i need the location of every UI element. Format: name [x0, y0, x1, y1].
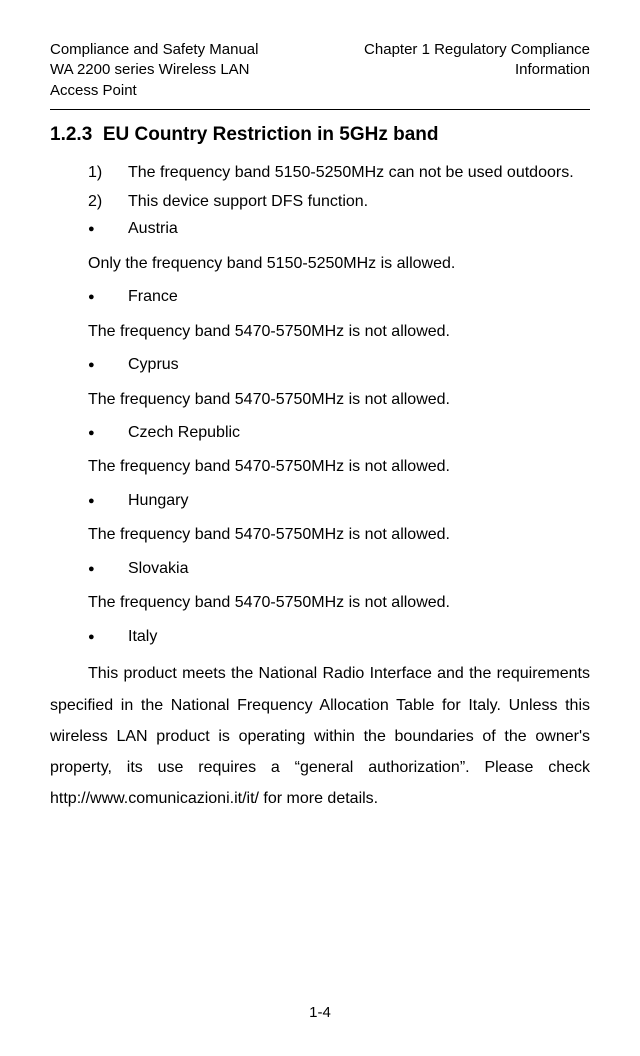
item-text: This device support DFS function.: [128, 190, 368, 214]
cyprus-text: The frequency band 5470-5750MHz is not a…: [88, 387, 590, 413]
bullet-icon: ●: [88, 222, 128, 237]
header-divider: [50, 109, 590, 110]
country-name: Czech Republic: [128, 422, 240, 444]
header-left: Compliance and Safety Manual WA 2200 ser…: [50, 40, 258, 101]
country-name: France: [128, 286, 178, 308]
country-name: Italy: [128, 626, 157, 648]
header-right: Chapter 1 Regulatory Compliance Informat…: [364, 40, 590, 81]
italy-text: This product meets the National Radio In…: [50, 658, 590, 814]
france-text: The frequency band 5470-5750MHz is not a…: [88, 319, 590, 345]
bullet-austria: ● Austria: [88, 218, 590, 240]
section-number: 1.2.3: [50, 124, 92, 145]
item-text: The frequency band 5150-5250MHz can not …: [128, 160, 590, 186]
bullet-czech: ● Czech Republic: [88, 422, 590, 444]
bullet-icon: ●: [88, 426, 128, 441]
page-number: 1-4: [0, 1004, 640, 1021]
section-title-text: EU Country Restriction in 5GHz band: [103, 124, 439, 145]
country-name: Cyprus: [128, 354, 179, 376]
item-number: 1): [88, 160, 128, 186]
country-name: Austria: [128, 218, 178, 240]
czech-text: The frequency band 5470-5750MHz is not a…: [88, 454, 590, 480]
bullet-italy: ● Italy: [88, 626, 590, 648]
header-product-line2: Access Point: [50, 81, 258, 101]
bullet-icon: ●: [88, 358, 128, 373]
bullet-icon: ●: [88, 290, 128, 305]
country-name: Slovakia: [128, 558, 188, 580]
bullet-icon: ●: [88, 494, 128, 509]
numbered-item-2: 2) This device support DFS function.: [88, 190, 590, 214]
header-product-line1: WA 2200 series Wireless LAN: [50, 60, 258, 80]
bullet-icon: ●: [88, 630, 128, 645]
austria-text: Only the frequency band 5150-5250MHz is …: [88, 251, 590, 277]
section-heading: 1.2.3 EU Country Restriction in 5GHz ban…: [50, 124, 590, 146]
bullet-hungary: ● Hungary: [88, 490, 590, 512]
header-chapter: Chapter 1 Regulatory Compliance: [364, 40, 590, 60]
bullet-cyprus: ● Cyprus: [88, 354, 590, 376]
bullet-icon: ●: [88, 562, 128, 577]
country-name: Hungary: [128, 490, 188, 512]
hungary-text: The frequency band 5470-5750MHz is not a…: [88, 522, 590, 548]
header-manual-title: Compliance and Safety Manual: [50, 40, 258, 60]
item-number: 2): [88, 190, 128, 214]
slovakia-text: The frequency band 5470-5750MHz is not a…: [88, 590, 590, 616]
numbered-item-1: 1) The frequency band 5150-5250MHz can n…: [88, 160, 590, 186]
bullet-france: ● France: [88, 286, 590, 308]
header-chapter-sub: Information: [364, 60, 590, 80]
page-header: Compliance and Safety Manual WA 2200 ser…: [50, 40, 590, 101]
bullet-slovakia: ● Slovakia: [88, 558, 590, 580]
